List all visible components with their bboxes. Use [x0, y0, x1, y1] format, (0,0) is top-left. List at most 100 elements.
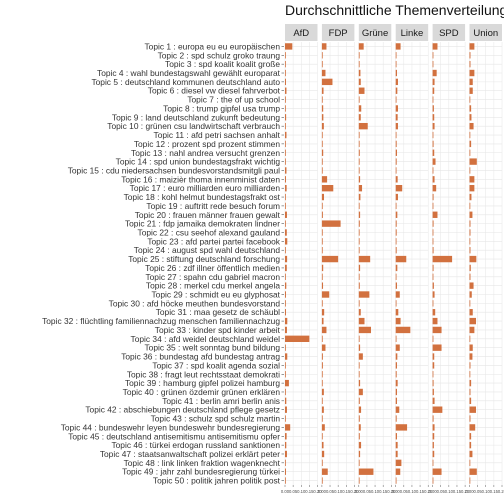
facet-strip — [285, 24, 318, 41]
x-tick-label: 0.20 — [313, 489, 322, 494]
facet-strip-label: Linke — [401, 28, 424, 39]
bar — [469, 229, 471, 236]
bar — [469, 415, 471, 422]
bar — [321, 433, 323, 440]
facet-strip-label: Grüne — [362, 28, 388, 39]
bar — [395, 424, 408, 431]
bar — [469, 122, 474, 130]
bar — [285, 149, 286, 156]
bar — [285, 176, 286, 183]
x-tick-label: 0.15 — [305, 489, 314, 494]
bar — [432, 52, 434, 59]
y-tick-label: Topic 45 : deutschland antisemitismu ant… — [68, 431, 280, 441]
bar — [469, 185, 475, 192]
bar — [432, 60, 434, 68]
bar — [432, 167, 434, 174]
bar — [358, 362, 360, 369]
y-tick-label: Topic 42 : abschiebungen deutschland pfl… — [85, 405, 280, 415]
y-tick-label: Topic 2 : spd schulz groko traung — [158, 50, 281, 60]
bar — [321, 96, 323, 103]
bar — [395, 300, 397, 307]
bar — [432, 131, 434, 139]
bar — [469, 468, 477, 475]
bar — [285, 344, 286, 351]
bar — [395, 477, 397, 484]
x-tick-label: 0.00 — [392, 489, 401, 494]
bar — [432, 326, 442, 334]
bar — [432, 69, 437, 77]
bar — [285, 450, 287, 458]
facet-strip-label: Union — [473, 28, 498, 39]
y-tick-label: Topic 30 : afd höcke meuthen bundesvorst… — [109, 298, 281, 308]
bar — [321, 388, 324, 396]
bar — [321, 167, 323, 174]
bar — [321, 264, 324, 272]
x-tick-label: 0.05 — [400, 489, 409, 494]
y-tick-label: Topic 46 : türkei erdogan russland sankt… — [111, 440, 280, 450]
bar — [432, 459, 434, 467]
bar — [358, 477, 360, 484]
y-tick-label: Topic 13 : nahl andrea versucht grenzen — [131, 148, 280, 158]
x-tick-label: 0.10 — [482, 489, 491, 494]
bar — [321, 87, 324, 94]
bar — [358, 122, 368, 130]
bar — [432, 388, 434, 396]
bar — [395, 114, 398, 121]
bar — [321, 379, 323, 387]
bar — [285, 158, 286, 165]
bar — [358, 96, 360, 103]
x-tick-label: 0.05 — [289, 489, 298, 494]
x-tick-label: 0.00 — [281, 489, 290, 494]
y-tick-label: Topic 39 : hamburg gipfel polizei hambur… — [125, 378, 280, 388]
bar — [285, 371, 286, 378]
bar — [321, 238, 323, 245]
bar — [395, 185, 403, 192]
bar — [469, 202, 471, 210]
bar — [321, 114, 324, 121]
bar — [469, 140, 472, 148]
facet-strip — [469, 24, 502, 41]
bar — [395, 344, 400, 351]
bar — [285, 122, 286, 130]
bar — [469, 477, 471, 484]
bar — [469, 264, 471, 272]
bar — [358, 406, 362, 413]
y-tick-label: Topic 4 : wahl bundestagswahl gewählt eu… — [97, 68, 281, 78]
y-tick-label: Topic 16 : maizièr thoma innenminist dat… — [121, 174, 280, 184]
bar — [321, 211, 323, 218]
bar — [469, 309, 473, 316]
bar — [321, 468, 328, 475]
bar — [432, 264, 434, 272]
y-tick-label: Topic 41 : berlin amri berlin anis — [162, 396, 280, 406]
bar — [395, 43, 401, 50]
bar — [285, 309, 286, 316]
x-tick-label: 0.10 — [297, 489, 306, 494]
y-tick-label: Topic 22 : csu seehof alexand gauland — [138, 227, 281, 237]
bar — [432, 158, 436, 165]
bar — [395, 371, 397, 378]
x-tick-label: 0.00 — [355, 489, 364, 494]
y-tick-label: Topic 21 : fdp jamaika demokraten lindne… — [125, 219, 280, 229]
bar — [358, 291, 370, 298]
bar — [432, 300, 434, 307]
bar — [358, 335, 360, 342]
bar — [285, 335, 310, 342]
bar — [395, 78, 398, 86]
bar — [285, 273, 286, 280]
bar — [358, 255, 371, 263]
bar — [285, 105, 286, 112]
bar — [358, 371, 360, 378]
bar — [395, 291, 400, 298]
bar — [321, 149, 324, 156]
y-tick-label: Topic 9 : land deutschland zukunft bedeu… — [112, 112, 280, 122]
bar — [469, 87, 473, 94]
bar — [321, 309, 325, 316]
y-tick-label: Topic 27 : spahn cdu gabriel macron — [145, 272, 280, 282]
bar — [469, 317, 476, 325]
bar — [395, 415, 397, 422]
bar — [321, 78, 333, 86]
bar — [432, 238, 434, 245]
bar — [285, 69, 286, 77]
bar — [285, 238, 288, 245]
